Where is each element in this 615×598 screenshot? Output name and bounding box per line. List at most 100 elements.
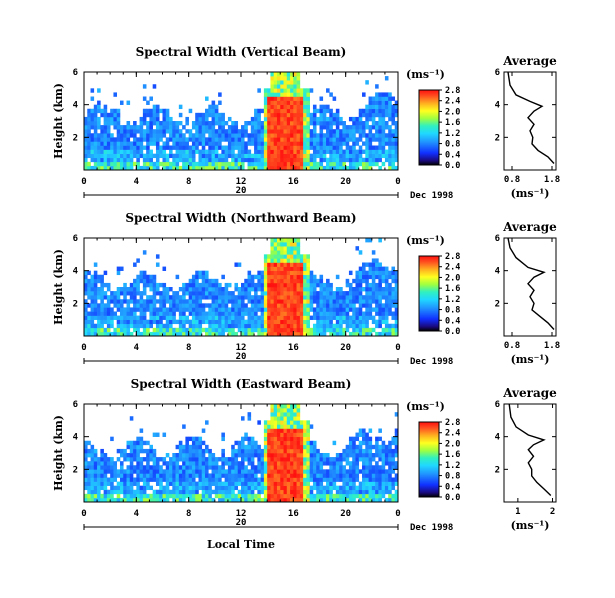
heatmap-cell: [195, 493, 199, 499]
heatmap-cell: [293, 274, 297, 280]
heatmap-cell: [142, 274, 147, 280]
heatmap-cell: [280, 254, 284, 259]
heatmap-cell: [276, 295, 281, 300]
heatmap-cell: [342, 149, 346, 154]
heatmap-cell: [257, 295, 261, 300]
heatmap-cell: [267, 133, 271, 138]
heatmap-cell: [303, 497, 307, 503]
heatmap-cell: [195, 282, 199, 288]
colorbar-tick-label: 2.0: [445, 439, 460, 449]
heatmap-cell: [280, 238, 284, 243]
heatmap-cell: [299, 282, 304, 288]
heatmap-cell: [169, 327, 173, 333]
heatmap-cell: [152, 432, 157, 437]
heatmap-cell: [368, 477, 373, 482]
heatmap-cell: [276, 92, 281, 97]
heatmap-cell: [280, 485, 284, 491]
heatmap-cell: [329, 469, 333, 474]
heatmap-cell: [342, 137, 346, 142]
heatmap-cell: [322, 493, 327, 499]
heatmap-cell: [178, 315, 183, 320]
heatmap-cell: [142, 133, 147, 138]
heatmap-cell: [214, 315, 219, 320]
heatmap-cell: [352, 485, 356, 491]
heatmap-cell: [303, 473, 307, 478]
heatmap-cell: [365, 461, 369, 466]
heatmap-cell: [273, 282, 278, 288]
heatmap-cell: [198, 303, 203, 308]
heatmap-cell: [339, 473, 343, 478]
heatmap-cell: [254, 129, 258, 134]
heatmap-cell: [254, 440, 258, 446]
heatmap-cell: [303, 493, 307, 499]
heatmap-cell: [247, 161, 252, 167]
heatmap-cell: [296, 242, 301, 247]
heatmap-cell: [146, 125, 150, 130]
heatmap-cell: [290, 416, 294, 421]
heatmap-cell: [152, 453, 157, 458]
heatmap-cell: [254, 165, 258, 171]
heatmap-cell: [273, 408, 278, 413]
heatmap-cell: [355, 307, 360, 312]
heatmap-cell: [136, 485, 140, 491]
heatmap-cell: [113, 125, 118, 130]
heatmap-cell: [378, 331, 382, 337]
heatmap-cell: [241, 303, 245, 308]
heatmap-cell: [119, 489, 124, 495]
heatmap-cell: [205, 291, 209, 296]
heatmap-cell: [126, 149, 131, 154]
heatmap-cell: [152, 104, 157, 110]
heatmap-cell: [391, 311, 396, 316]
heatmap-cell: [113, 112, 118, 118]
heatmap-cell: [290, 108, 294, 114]
heatmap-cell: [257, 278, 261, 284]
heatmap-cell: [247, 481, 252, 486]
heatmap-cell: [303, 457, 307, 462]
heatmap-cell: [326, 323, 330, 329]
heatmap-cell: [339, 461, 343, 466]
heatmap-cell: [241, 287, 245, 292]
heatmap-cell: [234, 469, 239, 474]
heatmap-cell: [358, 299, 363, 304]
heatmap-cell: [227, 145, 232, 150]
heatmap-cell: [211, 108, 216, 114]
heatmap-cell: [306, 473, 310, 478]
heatmap-cell: [368, 493, 373, 499]
heatmap-cell: [276, 489, 281, 495]
heatmap-cell: [234, 315, 239, 320]
heatmap-cell: [384, 299, 389, 304]
heatmap-cell: [273, 436, 278, 442]
heatmap-cell: [155, 291, 160, 296]
heatmap-cell: [208, 448, 212, 454]
heatmap-cell: [100, 327, 104, 333]
heatmap-cell: [358, 274, 363, 280]
heatmap-cell: [316, 108, 320, 114]
heatmap-cell: [100, 315, 104, 320]
heatmap-cell: [155, 112, 160, 118]
heatmap-cell: [133, 133, 137, 138]
heatmap-cell: [290, 250, 294, 255]
heatmap-cell: [165, 469, 170, 474]
heatmap-cell: [286, 307, 291, 312]
heatmap-cell: [87, 125, 91, 130]
heatmap-cell: [100, 125, 104, 130]
heatmap-cell: [191, 469, 196, 474]
heatmap-cell: [342, 157, 346, 163]
heatmap-cell: [388, 274, 392, 280]
heatmap-cell: [185, 307, 189, 312]
heatmap-cell: [188, 323, 193, 329]
heatmap-cell: [296, 424, 301, 429]
heatmap-cell: [270, 457, 275, 462]
heatmap-cell: [241, 331, 245, 337]
heatmap-cell: [214, 149, 219, 154]
heatmap-cell: [296, 448, 301, 454]
heatmap-cell: [312, 121, 317, 126]
heatmap-cell: [286, 254, 291, 259]
heatmap-cell: [309, 307, 314, 312]
heatmap-cell: [293, 153, 297, 159]
heatmap-cell: [93, 323, 98, 329]
heatmap-cell: [375, 108, 379, 114]
heatmap-cell: [273, 84, 278, 89]
heatmap-cell: [280, 121, 284, 126]
heatmap-cell: [247, 497, 252, 503]
